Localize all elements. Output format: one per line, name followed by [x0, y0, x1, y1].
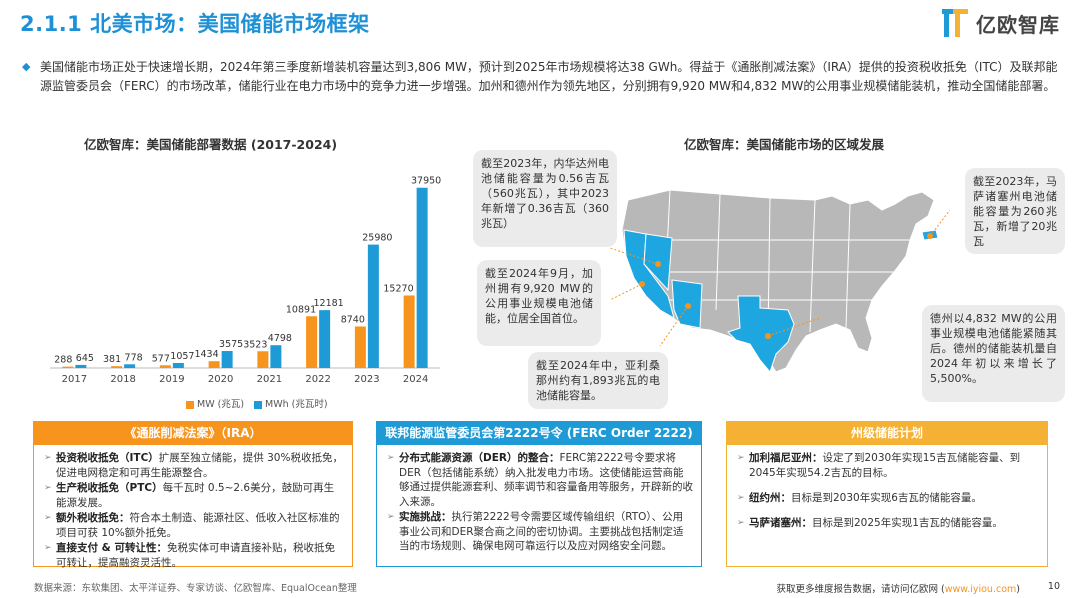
texas-shape — [727, 295, 795, 374]
arrow-right-icon: ➢ — [387, 512, 395, 522]
bar-mw-2023 — [354, 326, 366, 368]
ira-item: ➢ 直接支付 & 可转让性：免税实体可申请直接补贴，税收抵免可转让，提高融资灵活性… — [44, 542, 335, 569]
callout-california: 截至2024年9月，加州拥有9,920 MW的公用事业规模电池储能，位居全国首位… — [477, 260, 601, 346]
bar-mwh-2021 — [270, 345, 282, 368]
data-label: 577 — [152, 353, 170, 364]
x-tick-label: 2024 — [403, 374, 428, 385]
map-title: 亿欧智库：美国储能市场的区域发展 — [684, 137, 885, 152]
chart-legend: MW (兆瓦) MWh (兆瓦时) — [186, 396, 328, 410]
bar-mw-2024 — [403, 295, 415, 368]
data-label: 288 — [54, 355, 72, 366]
callout-texas: 德州以4,832 MW的公用事业规模电池储能紧随其后。德州的储能装机量自2024… — [922, 305, 1065, 402]
legend-item-mwh: MWh (兆瓦时) — [254, 396, 328, 410]
footer-note: 获取更多维度报告数据，请访问亿欧网 (www.iyiou.com) — [776, 584, 1020, 595]
callout-nevada: 截至2023年，内华达州电池储能容量为0.56吉瓦（560兆瓦），其中2023年… — [473, 150, 617, 247]
intro-text: 美国储能市场正处于快速增长期，2024年第三季度新增装机容量达到3,806 MW… — [40, 60, 1058, 93]
state-item: ➢ 马萨诸塞州：目标是到2025年实现1吉瓦的储能容量。 — [737, 517, 1003, 529]
panel-state: 州级储能计划 ➢ 加利福尼亚州：设定了到2030年实现15吉瓦储能容量、到2045… — [726, 421, 1048, 567]
x-tick-label: 2018 — [110, 374, 135, 385]
data-label: 25980 — [362, 233, 392, 244]
us-map — [610, 189, 950, 374]
arrow-right-icon: ➢ — [44, 483, 52, 493]
arrow-right-icon: ➢ — [737, 453, 745, 463]
bar-mw-2019 — [159, 365, 171, 368]
bar-mwh-2020 — [221, 351, 233, 368]
data-label: 8740 — [341, 314, 365, 325]
data-label: 15270 — [383, 283, 413, 294]
bar-mwh-2017 — [75, 364, 87, 368]
bar-mwh-2023 — [367, 244, 379, 368]
arrow-right-icon: ➢ — [737, 518, 745, 528]
data-label: 37950 — [411, 176, 441, 187]
intro-paragraph: ◆ 美国储能市场正处于快速增长期，2024年第三季度新增装机容量达到3,806 … — [22, 58, 1062, 95]
arrow-right-icon: ➢ — [387, 453, 395, 463]
bar-mwh-2022 — [319, 310, 331, 368]
data-label: 3575 — [219, 339, 243, 350]
state-item: ➢ 纽约州：目标是到2030年实现6吉瓦的储能容量。 — [737, 492, 982, 504]
x-tick-label: 2022 — [305, 374, 330, 385]
ferc-item: ➢ 分布式能源资源（DER）的整合：FERC第2222号令要求将DER（包括储能系… — [387, 452, 693, 508]
data-label: 10891 — [286, 304, 316, 315]
panel-ferc: 联邦能源监管委员会第2222号令 (FERC Order 2222) ➢ 分布式能… — [376, 421, 702, 567]
x-tick-label: 2020 — [208, 374, 233, 385]
leader-lines — [610, 209, 950, 347]
page-title: 2.1.1 北美市场：美国储能市场框架 — [20, 12, 370, 36]
arrow-right-icon: ➢ — [44, 543, 52, 553]
arrow-right-icon: ➢ — [44, 513, 52, 523]
data-label: 1057 — [170, 351, 194, 362]
callout-massachusetts: 截至2023年，马萨诸塞州电池储能容量为260兆瓦，新增了20兆瓦 — [965, 168, 1065, 254]
callout-arizona: 截至2024年中，亚利桑那州约有1,893兆瓦的电池储能容量。 — [528, 352, 668, 409]
panel-state-title: 州级储能计划 — [726, 421, 1048, 445]
diamond-bullet-icon: ◆ — [22, 60, 31, 73]
data-label: 1434 — [194, 349, 218, 360]
bar-mwh-2024 — [416, 187, 428, 368]
bar-mw-2017 — [62, 366, 74, 368]
ira-item: ➢ 生产税收抵免（PTC）每千瓦时 0.5~2.6美分，鼓励可再生能源发展。 — [44, 482, 335, 509]
yiou-logo-icon — [942, 9, 968, 37]
x-tick-label: 2017 — [62, 374, 87, 385]
bar-mw-2018 — [111, 366, 123, 368]
state-item: ➢ 加利福尼亚州：设定了到2030年实现15吉瓦储能容量、到2045年实现54.2… — [737, 452, 1021, 479]
data-label: 645 — [76, 353, 94, 364]
logo-text: 亿欧智库 — [976, 12, 1060, 37]
ira-item: ➢ 投资税收抵免（ITC）扩展至独立储能，提供 30%税收抵免，促进电网稳定和可再… — [44, 452, 343, 479]
arrow-right-icon: ➢ — [737, 493, 745, 503]
bar-mw-2020 — [208, 361, 220, 368]
data-label: 381 — [103, 354, 121, 365]
data-source: 数据来源：东软集团、太平洋证券、专家访谈、亿欧智库、EqualOcean整理 — [34, 583, 357, 594]
data-label: 4798 — [268, 333, 292, 344]
bar-mwh-2018 — [124, 364, 136, 368]
x-tick-label: 2019 — [159, 374, 184, 385]
legend-item-mw: MW (兆瓦) — [186, 396, 244, 410]
bar-mw-2022 — [306, 316, 318, 368]
arrow-right-icon: ➢ — [44, 453, 52, 463]
page-number: 10 — [1047, 581, 1060, 592]
bar-mwh-2019 — [172, 362, 184, 368]
data-label: 3523 — [243, 339, 267, 350]
bar-mw-2021 — [257, 351, 269, 368]
panel-ira-title: 《通胀削减法案》（IRA） — [33, 421, 353, 445]
x-tick-label: 2023 — [354, 374, 379, 385]
panel-ferc-title: 联邦能源监管委员会第2222号令 (FERC Order 2222) — [376, 421, 702, 445]
panel-ira: 《通胀削减法案》（IRA） ➢ 投资税收抵免（ITC）扩展至独立储能，提供 30%… — [33, 421, 353, 569]
logo: 亿欧智库 — [938, 6, 1060, 40]
x-tick-label: 2021 — [257, 374, 282, 385]
chart-title: 亿欧智库：美国储能部署数据 (2017-2024) — [84, 137, 338, 152]
data-label: 12181 — [314, 298, 344, 309]
data-label: 778 — [125, 352, 143, 363]
footer-link[interactable]: www.iyiou.com — [944, 584, 1017, 595]
ira-item: ➢ 额外税收抵免：符合本土制造、能源社区、低收入社区标准的项目可获 10%额外抵免… — [44, 512, 340, 539]
ferc-item: ➢ 实施挑战：执行第2222号令需要区域传输组织（RTO）、公用事业公司和DER聚… — [387, 511, 684, 552]
